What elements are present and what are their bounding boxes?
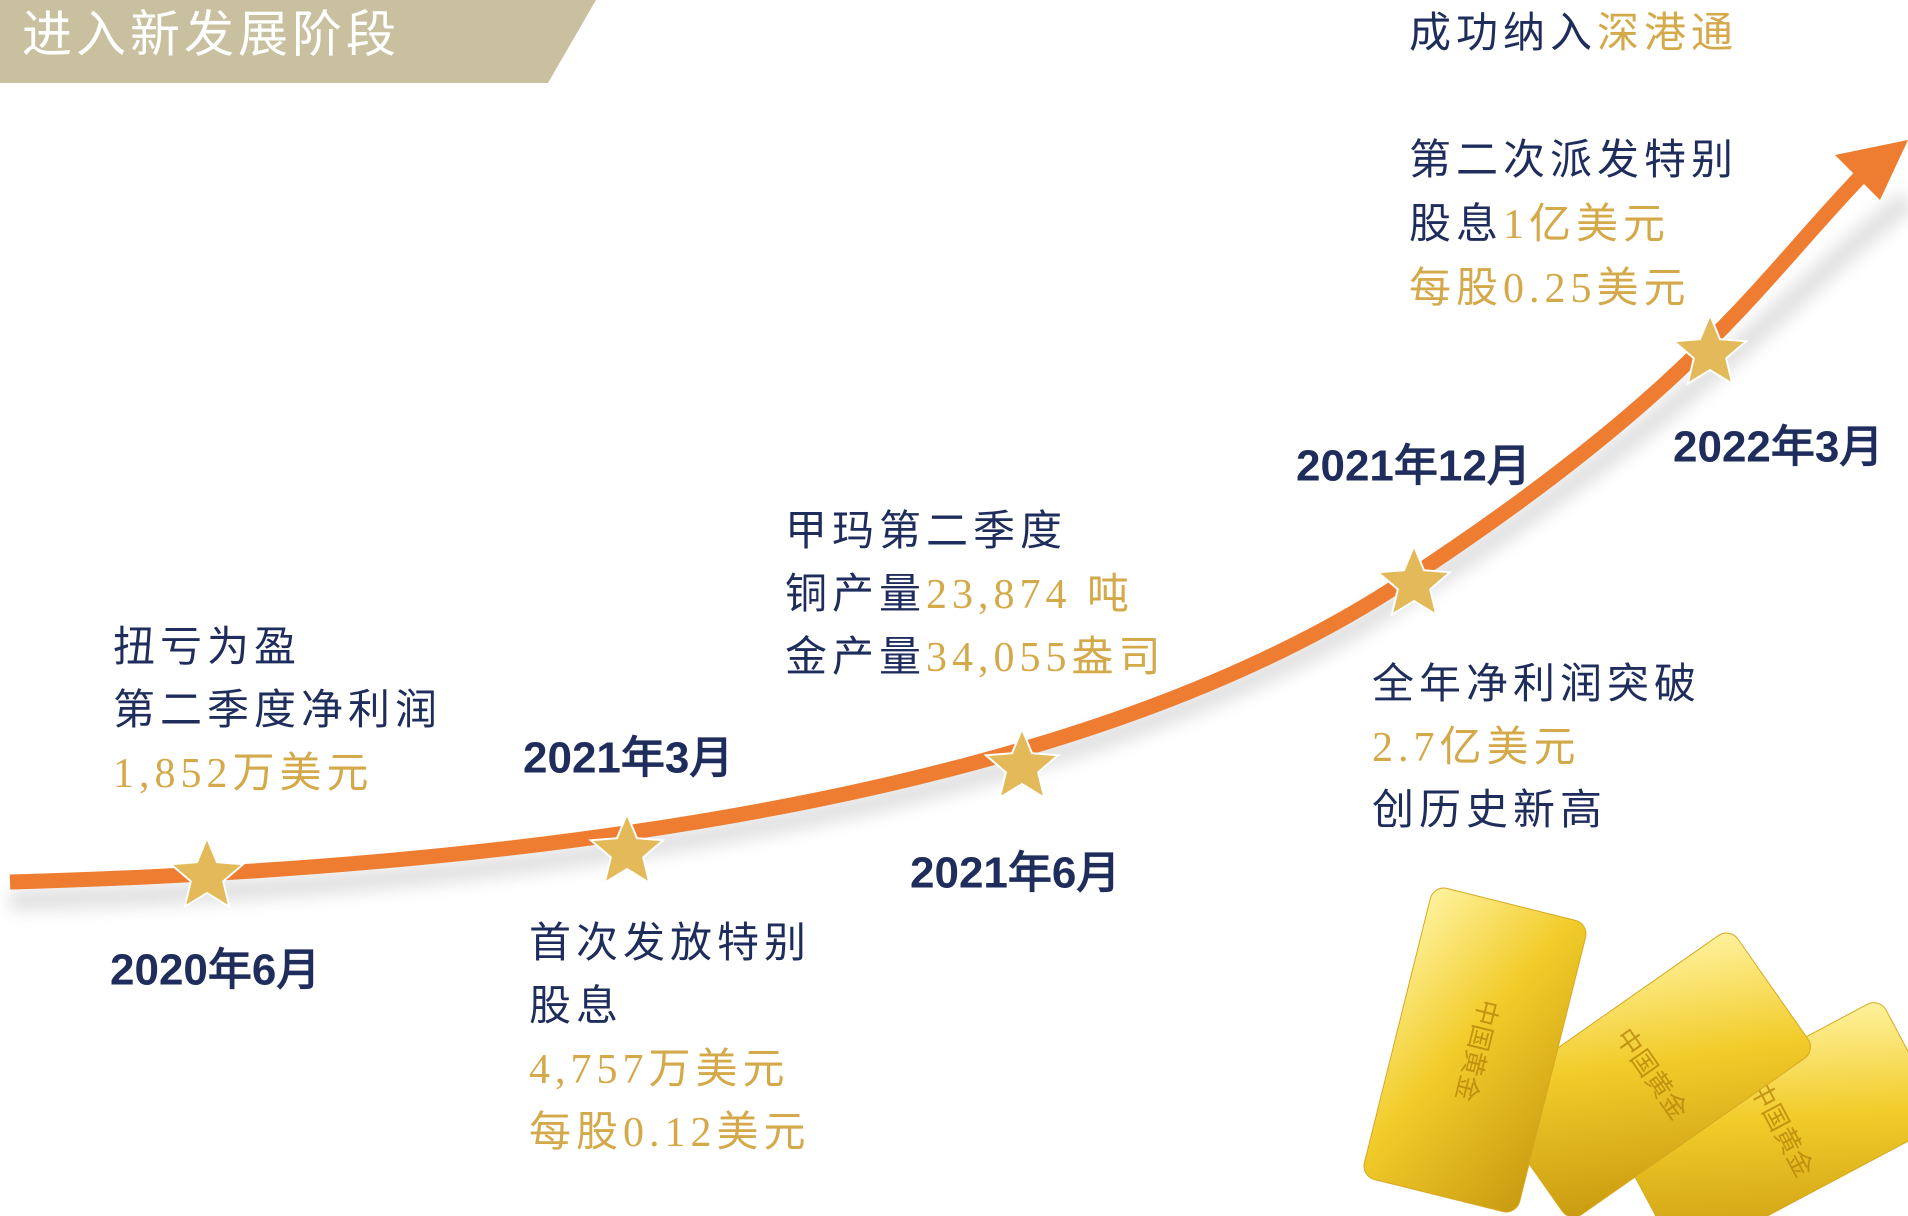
milestone-line: 2.7亿美元	[1372, 725, 1581, 771]
milestone-date: 2021年12月	[1296, 442, 1531, 491]
milestone-date: 2022年3月	[1673, 423, 1883, 472]
milestone-line: 4,757万美元	[529, 1047, 790, 1093]
milestone-line: 扭亏为盈	[113, 625, 301, 671]
text-segment: 金产量	[785, 634, 926, 681]
milestone-line: 成功纳入深港通	[1409, 11, 1738, 57]
milestone-line: 股息	[529, 983, 623, 1030]
text-segment: 股息	[529, 983, 623, 1030]
text-segment: 23,874 吨	[926, 572, 1134, 618]
milestone-line: 第二季度净利润	[113, 688, 442, 734]
milestone-line: 股息1亿美元	[1409, 201, 1670, 248]
gold-bars: 中国黄金 中国黄金 中国黄金	[1361, 885, 1908, 1216]
text-segment: 34,055盎司	[926, 635, 1166, 681]
text-segment: 1,852万美元	[113, 751, 374, 797]
milestone-line: 1,852万美元	[113, 751, 374, 797]
text-segment: 深港通	[1597, 11, 1738, 57]
text-segment: 甲玛第二季度	[785, 509, 1067, 555]
milestone-line: 全年净利润突破	[1372, 661, 1701, 708]
milestone-line: 金产量34,055盎司	[785, 634, 1166, 681]
milestone-date: 2020年6月	[110, 946, 320, 995]
milestone-line: 甲玛第二季度	[785, 509, 1067, 555]
text-segment: 第二季度净利润	[113, 688, 442, 734]
milestone-line: 创历史新高	[1372, 788, 1607, 834]
timeline: 进入新发展阶段 2020年6月扭亏为盈第二季度净利润 1,852万美元 2021年3…	[0, 0, 1908, 1216]
milestone-line: 每股0.25美元	[1409, 266, 1691, 312]
text-segment: 铜产量	[785, 572, 926, 618]
text-segment: 2.7亿美元	[1372, 725, 1581, 771]
milestone-line: 铜产量23,874 吨	[785, 572, 1134, 618]
text-segment: 全年净利润突破	[1372, 661, 1701, 708]
text-segment: 扭亏为盈	[113, 625, 301, 671]
text-segment: 股息	[1409, 201, 1503, 248]
text-segment: 4,757万美元	[529, 1047, 790, 1093]
text-segment: 每股0.12美元	[529, 1110, 811, 1156]
milestone-line: 每股0.12美元	[529, 1110, 811, 1156]
text-segment: 首次发放特别	[529, 921, 811, 967]
text-segment: 每股0.25美元	[1409, 266, 1691, 312]
header-title: 进入新发展阶段	[22, 6, 400, 62]
text-segment: 创历史新高	[1372, 788, 1607, 834]
milestone-line: 第二次派发特别	[1409, 138, 1738, 184]
text-segment: 1亿美元	[1503, 202, 1670, 248]
milestone-date: 2021年3月	[523, 734, 733, 783]
milestone-date: 2021年6月	[910, 849, 1120, 898]
text-segment: 成功纳入	[1409, 11, 1597, 57]
text-segment: 第二次派发特别	[1409, 138, 1738, 184]
milestone-line: 首次发放特别	[529, 921, 811, 967]
